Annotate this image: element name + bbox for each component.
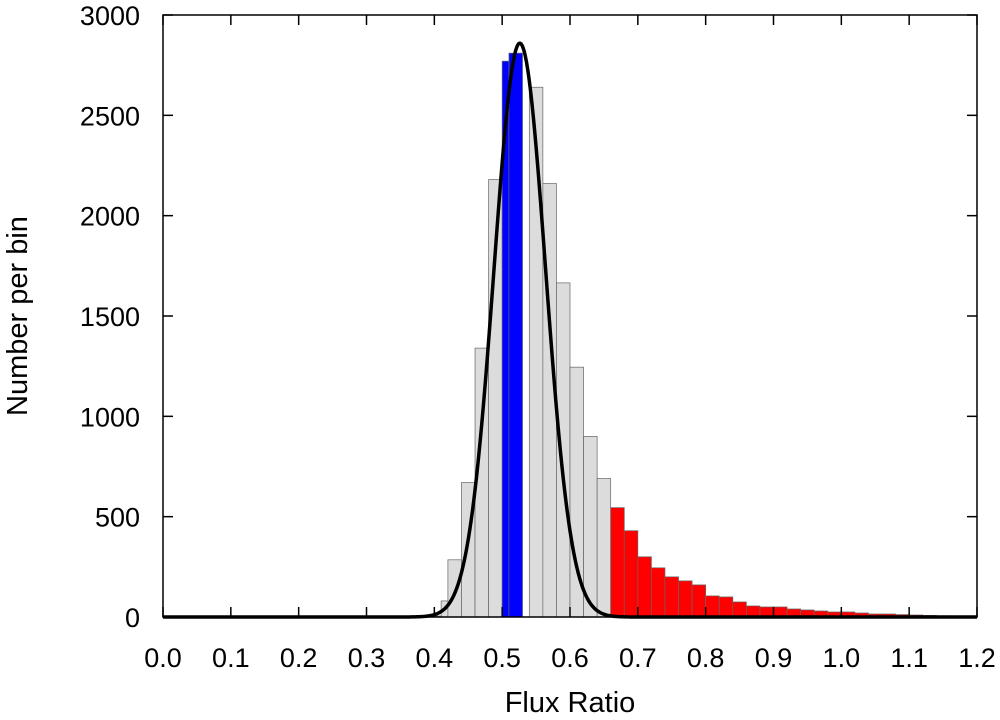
histogram-bar-red [732, 601, 747, 618]
x-tick-label: 0.6 [551, 643, 589, 673]
y-tick-label: 0 [125, 603, 140, 633]
x-tick-label: 0.9 [755, 643, 793, 673]
x-tick-label: 0.2 [280, 643, 318, 673]
x-tick-label: 0.3 [348, 643, 386, 673]
histogram-bar-red [705, 595, 720, 618]
histogram-bar-red [678, 580, 693, 618]
histogram-bar-red [623, 530, 639, 618]
histogram-bar-blue [508, 52, 523, 618]
x-tick-label: 1.1 [890, 643, 928, 673]
histogram-bar-red [691, 584, 707, 618]
histogram-bar-red [664, 576, 679, 618]
axis-ticks [162, 14, 978, 618]
histogram-bar-grey [583, 436, 598, 618]
histogram-bar-red [651, 567, 666, 618]
histogram-bar-red [610, 507, 625, 618]
histogram-bar-grey [596, 478, 612, 618]
y-tick-label: 1000 [80, 402, 140, 432]
x-tick-label: 0.8 [687, 643, 725, 673]
y-axis-tick-labels: 0 500 1000 1500 2000 2500 3000 [80, 1, 140, 633]
x-tick-label: 0.0 [144, 643, 182, 673]
x-tick-label: 1.0 [823, 643, 861, 673]
y-tick-label: 2000 [80, 202, 140, 232]
histogram-bar-grey [556, 282, 571, 618]
y-tick-label: 2500 [80, 101, 140, 131]
x-tick-label: 0.5 [483, 643, 521, 673]
x-tick-label: 0.4 [416, 643, 454, 673]
y-tick-label: 1500 [80, 302, 140, 332]
x-tick-label: 1.2 [958, 643, 996, 673]
x-tick-label: 0.1 [212, 643, 250, 673]
y-tick-label: 500 [95, 503, 140, 533]
histogram-bar-red [718, 596, 734, 618]
x-tick-label: 0.7 [619, 643, 657, 673]
x-axis-title: Flux Ratio [505, 687, 636, 719]
histogram-bars [433, 52, 978, 618]
y-axis-title: Number per bin [2, 216, 34, 416]
x-axis-tick-labels: 0.0 0.1 0.2 0.3 0.4 0.5 0.6 0.7 0.8 0.9 1.0 1.1 1.2 [144, 643, 996, 673]
histogram-bar-grey [447, 559, 462, 618]
histogram-bar-red [637, 556, 652, 618]
y-tick-label: 3000 [80, 1, 140, 31]
